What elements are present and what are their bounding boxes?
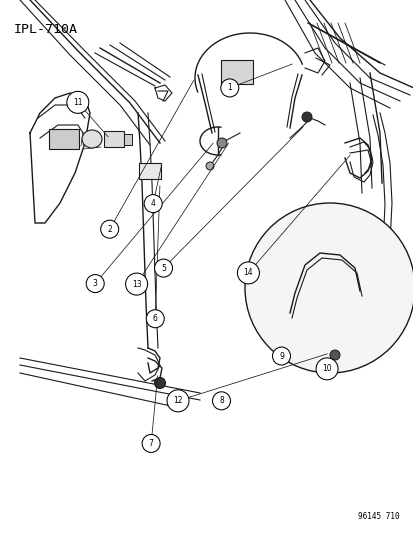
FancyBboxPatch shape	[124, 133, 132, 144]
FancyBboxPatch shape	[139, 163, 161, 179]
Circle shape	[146, 310, 164, 328]
FancyBboxPatch shape	[221, 60, 252, 84]
Circle shape	[100, 220, 119, 238]
Text: 2: 2	[107, 225, 112, 233]
Text: 14: 14	[243, 269, 253, 277]
Circle shape	[301, 112, 311, 122]
Circle shape	[315, 358, 337, 380]
Text: 5: 5	[161, 264, 166, 272]
Text: 96145 710: 96145 710	[358, 512, 399, 521]
Circle shape	[272, 347, 290, 365]
Text: 11: 11	[73, 98, 82, 107]
Circle shape	[154, 259, 172, 277]
FancyBboxPatch shape	[49, 129, 79, 149]
Text: 4: 4	[150, 199, 155, 208]
Text: 13: 13	[131, 280, 141, 288]
Text: 7: 7	[148, 439, 153, 448]
Circle shape	[125, 273, 147, 295]
Circle shape	[86, 274, 104, 293]
Circle shape	[244, 203, 413, 373]
Circle shape	[166, 390, 189, 412]
Circle shape	[212, 392, 230, 410]
Circle shape	[329, 350, 339, 360]
Circle shape	[154, 377, 165, 389]
Text: 3: 3	[93, 279, 97, 288]
FancyBboxPatch shape	[104, 131, 124, 147]
Text: 12: 12	[173, 397, 182, 405]
Text: 8: 8	[218, 397, 223, 405]
Ellipse shape	[82, 130, 102, 148]
Text: 1: 1	[227, 84, 232, 92]
Circle shape	[144, 195, 162, 213]
Text: 10: 10	[321, 365, 331, 373]
Text: 6: 6	[152, 314, 157, 323]
Circle shape	[237, 262, 259, 284]
Text: 9: 9	[278, 352, 283, 360]
Circle shape	[220, 79, 238, 97]
Circle shape	[142, 434, 160, 453]
Circle shape	[66, 91, 89, 114]
Circle shape	[216, 138, 226, 148]
Text: IPL-710A: IPL-710A	[14, 23, 78, 36]
Circle shape	[206, 162, 214, 170]
